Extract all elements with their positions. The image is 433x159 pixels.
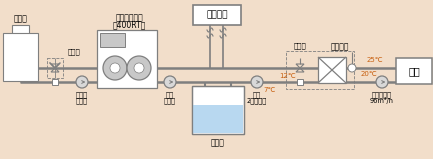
Text: 7℃: 7℃ [264,87,276,93]
Text: 25℃: 25℃ [367,57,383,63]
Circle shape [103,56,127,80]
Bar [396,58,432,84]
Text: ポンプ: ポンプ [164,98,176,104]
Circle shape [134,63,144,73]
Text: （400RT）: （400RT） [112,21,145,30]
Text: 冷水槽: 冷水槽 [211,138,225,148]
Circle shape [110,63,120,73]
Bar [52,79,58,85]
Text: 冷水: 冷水 [253,92,261,98]
Bar [47,58,63,78]
Text: 循環ポンプ: 循環ポンプ [372,92,392,98]
Circle shape [251,76,263,88]
Text: 冷却塔: 冷却塔 [13,14,27,24]
Bar [193,5,241,25]
Circle shape [348,64,356,72]
Text: 冷水: 冷水 [166,92,174,98]
Text: 冷却水: 冷却水 [76,92,88,98]
Bar [286,51,354,89]
Circle shape [164,76,176,88]
Text: 三方弁: 三方弁 [294,43,307,49]
Text: 熱交換器: 熱交換器 [331,42,349,52]
Text: 空調負荷: 空調負荷 [206,10,228,20]
Bar [318,57,346,83]
Bar [297,79,303,85]
Text: 三方弁: 三方弁 [68,49,81,55]
Text: 20℃: 20℃ [361,71,378,77]
Circle shape [127,56,151,80]
Text: 96m³/h: 96m³/h [370,97,394,104]
Text: ターボ冷凍機: ターボ冷凍機 [115,14,143,23]
Text: 負荷: 負荷 [408,66,420,76]
Circle shape [76,76,88,88]
Bar [100,33,125,47]
Bar [12,25,29,34]
Text: ポンプ: ポンプ [76,98,88,104]
Text: 2次ポンプ: 2次ポンプ [247,98,267,104]
Bar [192,86,244,134]
Text: 12℃: 12℃ [280,73,296,79]
Bar [3,33,38,81]
Bar [97,30,157,88]
Bar [192,86,244,134]
Bar [193,105,243,133]
Circle shape [376,76,388,88]
